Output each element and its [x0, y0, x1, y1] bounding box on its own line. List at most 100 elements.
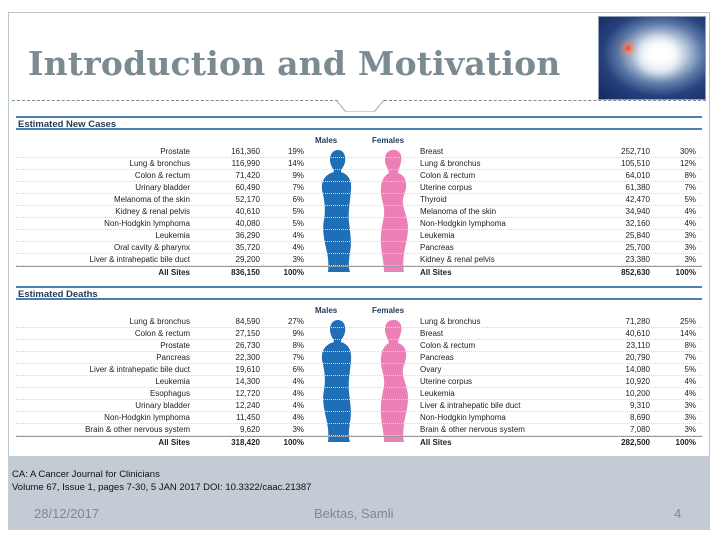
deaths-title: Estimated Deaths [18, 289, 98, 300]
female-percent-cell: 3% [684, 243, 696, 252]
male-percent-cell: 4% [292, 401, 304, 410]
footer-band [8, 456, 710, 530]
male-count-cell: 161,360 [231, 147, 260, 156]
table-row: Colon & rectum 27,150 9% Breast 40,610 14% [16, 328, 702, 340]
slide-title: Introduction and Motivation [28, 44, 561, 83]
female-site-cell: Thyroid [420, 195, 447, 204]
female-count-cell: 23,380 [625, 255, 650, 264]
table-row: Non-Hodgkin lymphoma 11,450 4% Non-Hodgkin … [16, 412, 702, 424]
male-count-cell: 52,170 [235, 195, 260, 204]
table-row: Liver & intrahepatic bile duct 19,610 6% Ov… [16, 364, 702, 376]
male-count-cell: 26,730 [235, 341, 260, 350]
female-count-cell: 7,080 [629, 425, 650, 434]
deaths-females-column-label: Females [372, 306, 405, 315]
female-count-cell: 10,200 [625, 389, 650, 398]
male-site-cell: Brain & other nervous system [85, 425, 190, 434]
cancer-statistics-figure: Estimated New Cases Males Females Prosta… [12, 112, 706, 454]
female-percent-cell: 3% [684, 425, 696, 434]
female-percent-cell: 4% [684, 207, 696, 216]
male-site-cell: Leukemia [155, 231, 190, 240]
female-site-cell: Colon & rectum [420, 171, 476, 180]
table-row: Brain & other nervous system 9,620 3% Brain… [16, 424, 702, 436]
male-site-cell: Non-Hodgkin lymphoma [104, 219, 190, 228]
female-percent-cell: 30% [679, 147, 696, 156]
female-count-cell: 10,920 [625, 377, 650, 386]
female-percent-cell: 12% [679, 159, 696, 168]
table-row: Esophagus 12,720 4% Leukemia 10,200 4% [16, 388, 702, 400]
male-count-cell: 9,620 [239, 425, 260, 434]
table-total-row: All Sites 836,150 100% All Sites 852,630 100% [16, 266, 702, 278]
female-site-cell: Uterine corpus [420, 377, 473, 386]
title-divider-left [12, 100, 338, 101]
table-row: Pancreas 22,300 7% Pancreas 20,790 7% [16, 352, 702, 364]
male-site-cell: Liver & intrahepatic bile duct [89, 365, 191, 374]
female-site-cell: Leukemia [420, 231, 455, 240]
female-count-cell: 852,630 [621, 268, 650, 277]
female-percent-cell: 14% [679, 329, 696, 338]
table-row: Colon & rectum 71,420 9% Colon & rectum 64,0… [16, 170, 702, 182]
female-percent-cell: 4% [684, 377, 696, 386]
male-count-cell: 12,240 [235, 401, 260, 410]
female-percent-cell: 3% [684, 255, 696, 264]
female-count-cell: 25,840 [625, 231, 650, 240]
new-cases-header: Estimated New Cases [16, 116, 702, 130]
female-percent-cell: 5% [684, 195, 696, 204]
table-row: Leukemia 36,290 4% Leukemia 25,840 3% [16, 230, 702, 242]
table-row: Non-Hodgkin lymphoma 40,080 5% Non-Hodgkin … [16, 218, 702, 230]
female-count-cell: 40,610 [625, 329, 650, 338]
male-percent-cell: 4% [292, 413, 304, 422]
female-count-cell: 252,710 [621, 147, 650, 156]
male-percent-cell: 3% [292, 255, 304, 264]
male-percent-cell: 8% [292, 341, 304, 350]
male-site-cell: Kidney & renal pelvis [115, 207, 190, 216]
table-row: Leukemia 14,300 4% Uterine corpus 10,920 4% [16, 376, 702, 388]
male-count-cell: 116,990 [231, 159, 260, 168]
male-percent-cell: 3% [292, 425, 304, 434]
table-row: Prostate 26,730 8% Colon & rectum 23,110 8% [16, 340, 702, 352]
female-percent-cell: 8% [684, 341, 696, 350]
male-site-cell: Prostate [160, 341, 190, 350]
female-count-cell: 8,690 [629, 413, 650, 422]
male-count-cell: 71,420 [235, 171, 260, 180]
female-count-cell: 23,110 [626, 341, 650, 350]
male-site-cell: Prostate [160, 147, 190, 156]
male-site-cell: Oral cavity & pharynx [113, 243, 190, 252]
female-site-cell: Breast [420, 147, 444, 156]
female-count-cell: 20,790 [625, 353, 650, 362]
male-percent-cell: 100% [283, 438, 304, 447]
male-percent-cell: 5% [292, 219, 304, 228]
female-site-cell: Uterine corpus [420, 183, 473, 192]
male-count-cell: 11,450 [236, 413, 260, 422]
female-count-cell: 105,510 [621, 159, 650, 168]
male-percent-cell: 14% [287, 159, 304, 168]
deaths-males-column-label: Males [315, 306, 338, 315]
male-count-cell: 318,420 [231, 438, 260, 447]
female-percent-cell: 3% [684, 413, 696, 422]
female-site-cell: Colon & rectum [420, 341, 476, 350]
female-site-cell: All Sites [420, 438, 452, 447]
female-site-cell: Non-Hodgkin lymphoma [420, 219, 506, 228]
male-percent-cell: 4% [292, 231, 304, 240]
female-site-cell: Melanoma of the skin [420, 207, 497, 216]
female-percent-cell: 100% [675, 268, 696, 277]
male-percent-cell: 4% [292, 243, 304, 252]
female-percent-cell: 3% [684, 401, 696, 410]
table-row: Lung & bronchus 84,590 27% Lung & bronchus 7… [16, 316, 702, 328]
female-percent-cell: 7% [684, 183, 696, 192]
female-site-cell: Breast [420, 329, 444, 338]
title-divider-right [384, 100, 706, 101]
male-site-cell: Melanoma of the skin [113, 195, 190, 204]
citation-journal: CA: A Cancer Journal for Clinicians [12, 469, 160, 480]
male-count-cell: 40,080 [235, 219, 260, 228]
table-row: Melanoma of the skin 52,170 6% Thyroid 42,47… [16, 194, 702, 206]
female-site-cell: Ovary [420, 365, 442, 374]
female-percent-cell: 7% [684, 353, 696, 362]
table-row: Kidney & renal pelvis 40,610 5% Melanoma of… [16, 206, 702, 218]
table-row: Urinary bladder 12,240 4% Liver & intrahepa… [16, 400, 702, 412]
new-cases-title: Estimated New Cases [18, 119, 117, 130]
male-percent-cell: 27% [287, 317, 304, 326]
male-site-cell: Urinary bladder [135, 183, 190, 192]
female-count-cell: 61,380 [625, 183, 650, 192]
female-site-cell: Pancreas [420, 353, 454, 362]
female-count-cell: 71,280 [625, 317, 650, 326]
